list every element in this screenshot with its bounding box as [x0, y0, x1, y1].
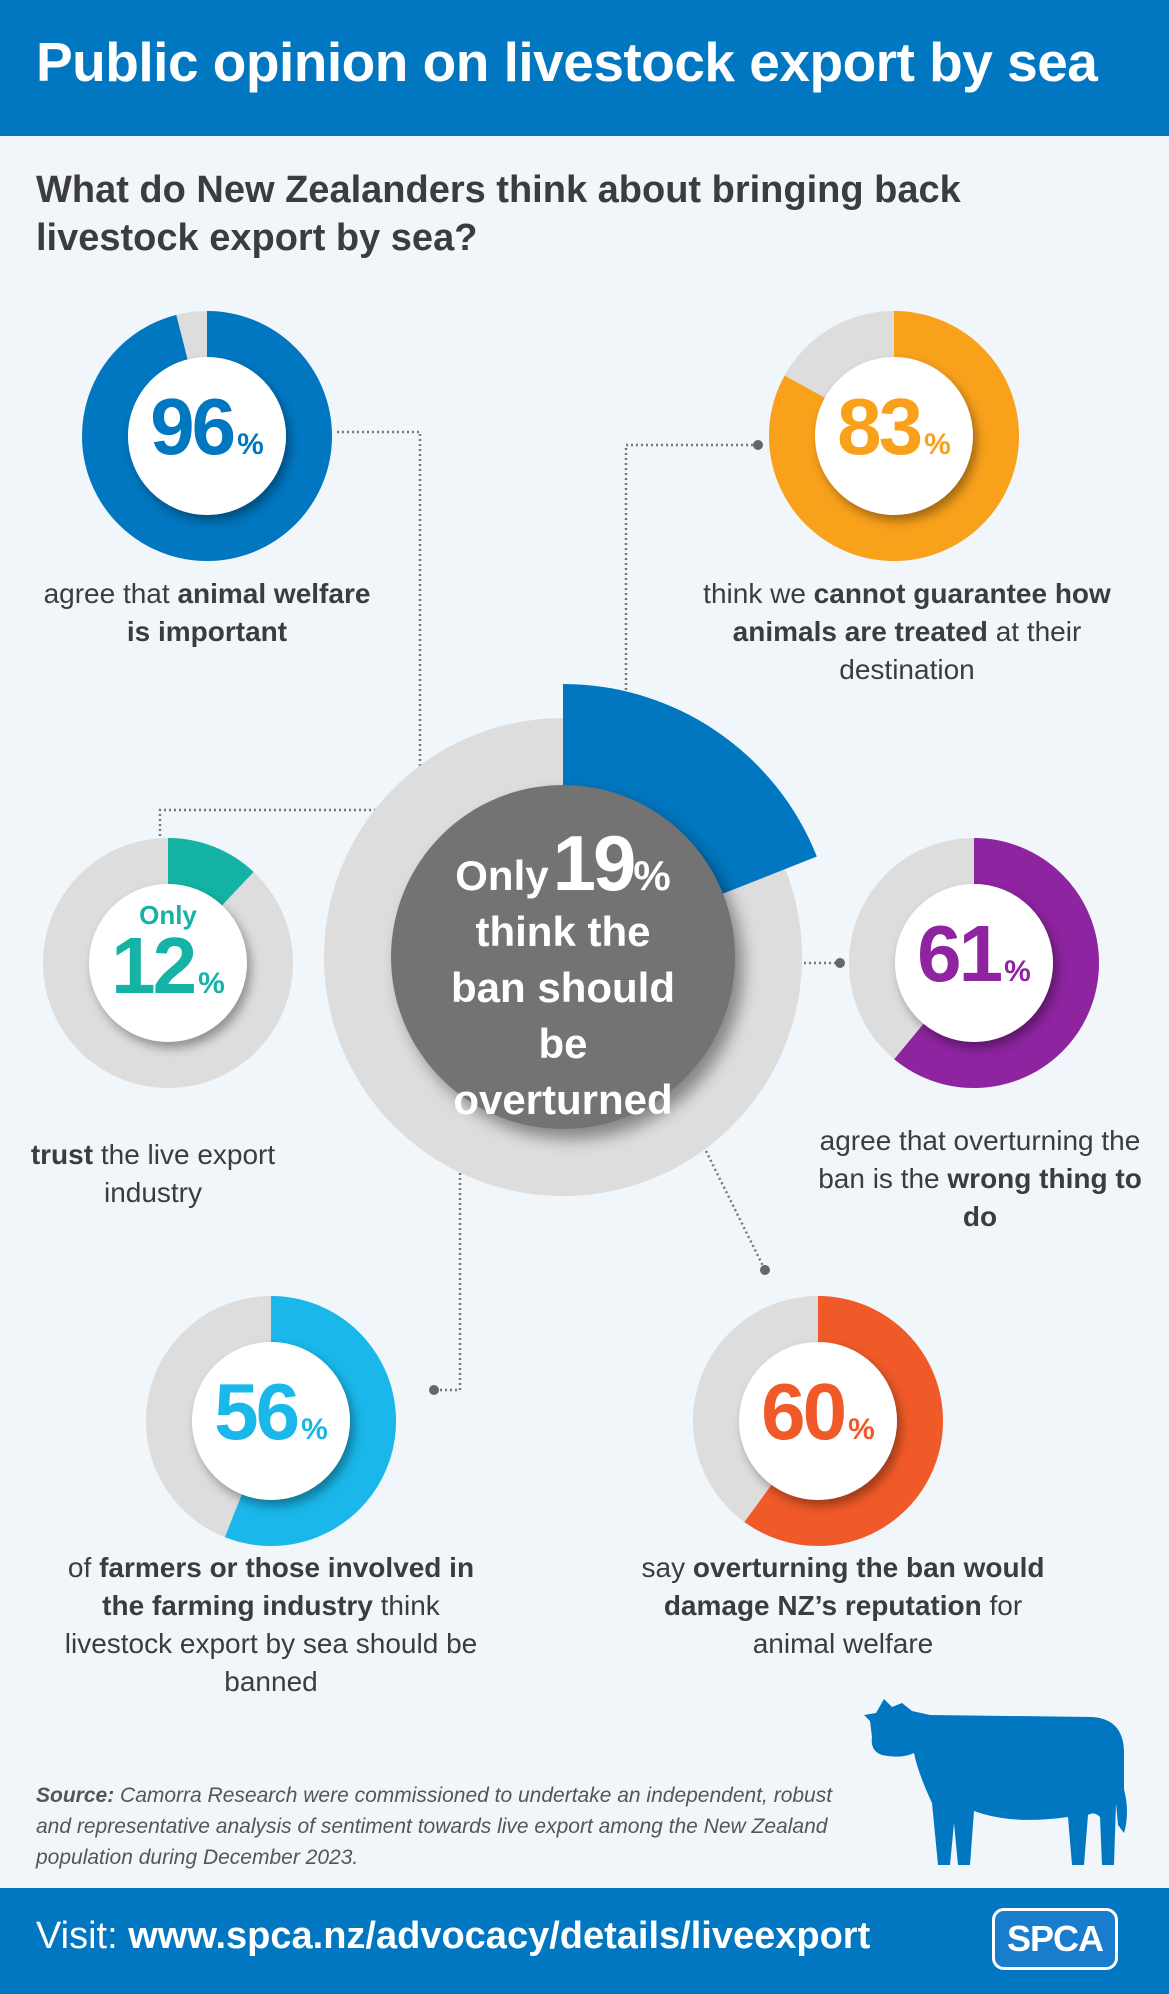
donut-reputation: 60% — [693, 1296, 943, 1546]
source-text: Camorra Research were commissioned to un… — [36, 1784, 833, 1869]
donut-segment — [849, 838, 1099, 1088]
cow-icon — [864, 1699, 1127, 1865]
caption-text: animal welfare is important — [126, 578, 371, 647]
percent-value: 60% — [761, 1372, 875, 1470]
donut-segment — [769, 311, 1019, 561]
caption-text: say — [641, 1552, 693, 1583]
footer-bar — [0, 1888, 1169, 1994]
percent-value: 83% — [837, 387, 951, 485]
caption-text: of — [67, 1552, 100, 1583]
central-text: think the ban should be overturned — [451, 908, 675, 1123]
percent-number: 96 — [150, 382, 236, 471]
connector-60 — [704, 1150, 765, 1267]
percent-sign: % — [924, 428, 951, 461]
caption-text: at their destination — [839, 616, 1082, 685]
central-ring-segment — [563, 684, 817, 895]
donut-center: Only 12% — [89, 884, 247, 1042]
central-value: 19 — [552, 819, 637, 907]
caption-destination: think we cannot guarantee how animals ar… — [697, 575, 1117, 689]
percent-sign: % — [301, 1413, 328, 1446]
visit-label: Visit: — [36, 1915, 129, 1957]
spca-logo: SPCA — [992, 1908, 1118, 1970]
percent-sign: % — [198, 967, 225, 1000]
only-label: Only — [139, 900, 197, 930]
caption-reputation: say overturning the ban would damage NZ’… — [623, 1549, 1063, 1663]
central-pct-sign: % — [633, 852, 671, 899]
caption-text: cannot guarantee how animals are treated — [732, 578, 1111, 647]
percent-number: 12 — [111, 921, 197, 1010]
donut-center: 61% — [895, 884, 1053, 1042]
donut-wrong-thing: 61% — [849, 838, 1099, 1088]
caption-text: farmers or those involved in the farming… — [99, 1552, 475, 1621]
percent-value: 96% — [150, 387, 264, 485]
percent-number: 83 — [837, 382, 923, 471]
source-note: Source: Camorra Research were commission… — [36, 1780, 836, 1873]
connector-dot — [753, 440, 763, 450]
caption-text: agree that — [43, 578, 178, 609]
source-label: Source: — [36, 1784, 115, 1807]
central-circle: Only19% think the ban should be overturn… — [391, 785, 735, 1129]
percent-value: 12% — [111, 926, 225, 1024]
caption-text: wrong thing to do — [947, 1163, 1142, 1232]
caption-text: the live export industry — [93, 1139, 276, 1208]
percent-number: 56 — [214, 1367, 300, 1456]
central-donut: Only19% think the ban should be overturn… — [324, 684, 817, 1196]
connector-dot — [760, 1265, 770, 1275]
donut-center: 83% — [815, 357, 973, 515]
percent-value: 61% — [917, 914, 1031, 1012]
caption-farmers: of farmers or those involved in the farm… — [56, 1549, 486, 1701]
donut-segment — [43, 838, 293, 1088]
connector-dot — [429, 1385, 439, 1395]
connector-12 — [158, 808, 382, 846]
donut-center: 56% — [192, 1342, 350, 1500]
donut-segment — [82, 311, 332, 561]
donut-segment — [693, 1296, 943, 1546]
subtitle: What do New Zealanders think about bring… — [36, 169, 961, 259]
percent-number: 61 — [917, 909, 1003, 998]
connector-56 — [436, 1168, 462, 1392]
connector-dot — [835, 958, 845, 968]
percent-sign: % — [1004, 955, 1031, 988]
donut-center: 60% — [739, 1342, 897, 1500]
caption-text: for animal welfare — [752, 1590, 1023, 1659]
caption-text: agree that overturning the ban is the — [818, 1125, 1141, 1194]
header-bar: Public opinion on livestock export by se… — [0, 0, 1169, 136]
page-title: Public opinion on livestock export by se… — [36, 31, 1098, 93]
percent-number: 60 — [761, 1367, 847, 1456]
caption-animal-welfare: agree that animal welfare is important — [37, 575, 377, 651]
donut-segment — [146, 1296, 396, 1546]
percent-sign: % — [237, 428, 264, 461]
donut-trust: Only 12% — [43, 838, 293, 1088]
caption-wrong-thing: agree that overturning the ban is the wr… — [815, 1122, 1145, 1236]
central-only: Only — [455, 852, 549, 899]
caption-trust: trust the live export industry — [23, 1136, 283, 1212]
caption-text: think livestock export by sea should be … — [64, 1590, 478, 1697]
donut-destination: 83% — [769, 311, 1019, 561]
caption-text: think we — [703, 578, 814, 609]
caption-text: trust — [30, 1139, 94, 1170]
percent-sign: % — [848, 1413, 875, 1446]
percent-value: 56% — [214, 1372, 328, 1470]
connector-83 — [624, 443, 758, 693]
donut-animal-welfare: 96% — [82, 311, 332, 561]
donut-farmers: 56% — [146, 1296, 396, 1546]
caption-text: overturning the ban would damage NZ’s re… — [663, 1552, 1045, 1621]
visit-text: Visit: www.spca.nz/advocacy/details/live… — [36, 1915, 870, 1958]
visit-url-link[interactable]: www.spca.nz/advocacy/details/liveexport — [128, 1915, 871, 1957]
donut-center: 96% — [128, 357, 286, 515]
